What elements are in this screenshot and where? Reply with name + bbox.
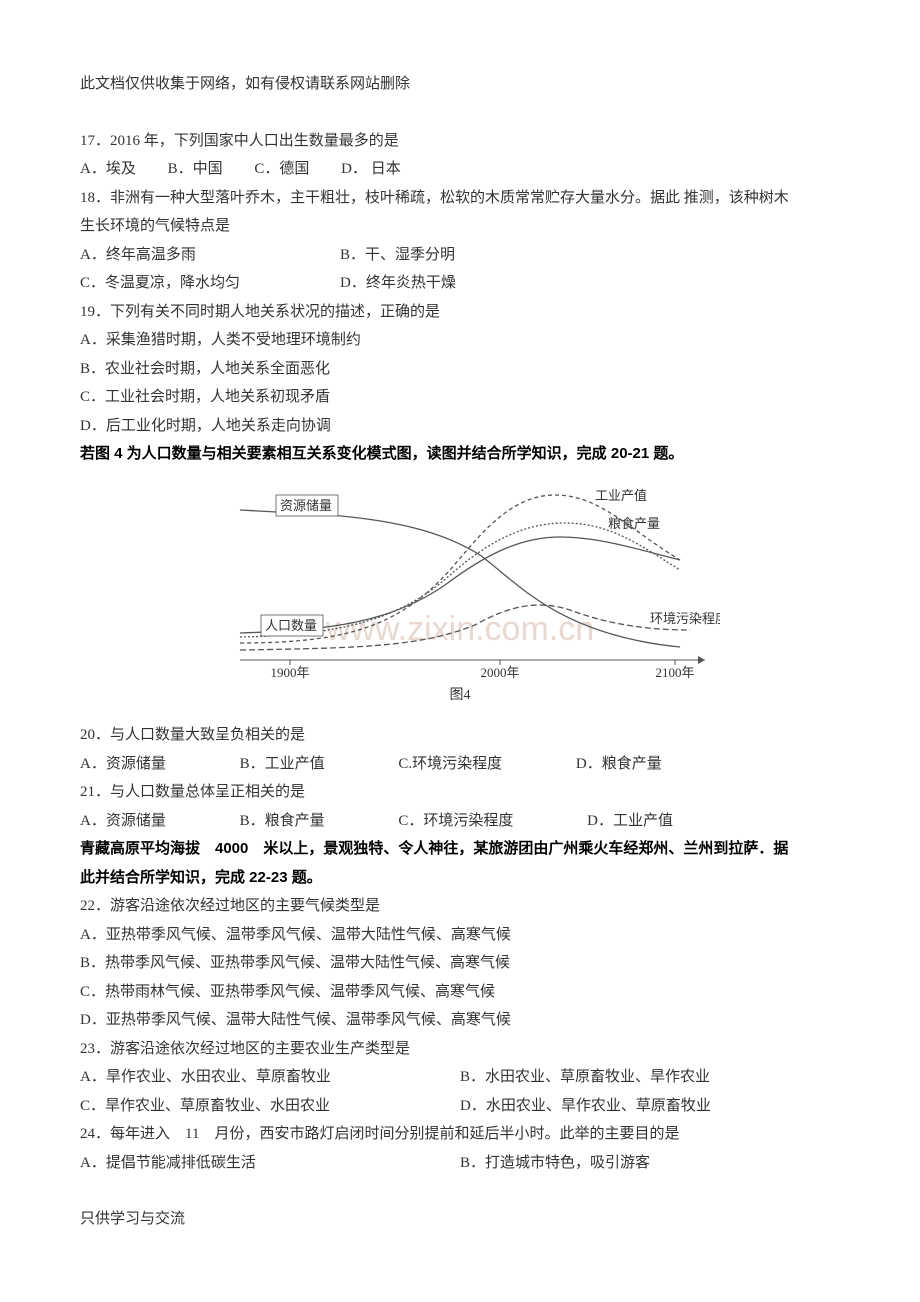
tibet-intro-line1: 青藏高原平均海拔 4000 米以上，景观独特、令人神往，某旅游团由广州乘火车经郑… xyxy=(80,835,840,864)
q19-opt-c: C．工业社会时期，人地关系初现矛盾 xyxy=(80,383,840,412)
q20-opt-b: B．工业产值 xyxy=(240,750,325,779)
footer-note: 只供学习与交流 xyxy=(80,1205,840,1234)
svg-text:环境污染程度: 环境污染程度 xyxy=(650,611,720,626)
svg-text:图4: 图4 xyxy=(450,688,471,703)
q21-stem: 21．与人口数量总体呈正相关的是 xyxy=(80,778,840,807)
q18-opt-a: A．终年高温多雨 xyxy=(80,241,340,270)
q17-stem: 17．2016 年，下列国家中人口出生数量最多的是 xyxy=(80,127,840,156)
q19-opt-d: D．后工业化时期，人地关系走向协调 xyxy=(80,412,840,441)
q17-opt-b: B．中国 xyxy=(168,155,223,184)
q22-opt-a: A．亚热带季风气候、温带季风气候、温带大陆性气候、高寒气候 xyxy=(80,921,840,950)
svg-text:2000年: 2000年 xyxy=(480,665,519,680)
figure4: www.zixin.com.cn 1900年 2000年 2100年 资源储量 工业产值粮… xyxy=(80,475,840,716)
q23-opt-c: C．旱作农业、草原畜牧业、水田农业 xyxy=(80,1092,460,1121)
q18-options: A．终年高温多雨 B．干、湿季分明 C．冬温夏凉，降水均匀 D．终年炎热干燥 xyxy=(80,241,840,298)
q22-stem: 22．游客沿途依次经过地区的主要气候类型是 xyxy=(80,892,840,921)
q17-options: A．埃及 B．中国 C．德国 D． 日本 xyxy=(80,155,840,184)
q22-opt-d: D．亚热带季风气候、温带大陆性气候、温带季风气候、高寒气候 xyxy=(80,1006,840,1035)
q21-opt-b: B．粮食产量 xyxy=(240,807,325,836)
svg-text:2100年: 2100年 xyxy=(655,665,694,680)
q20-stem: 20．与人口数量大致呈负相关的是 xyxy=(80,721,840,750)
q18-opt-d: D．终年炎热干燥 xyxy=(340,269,456,298)
q18-stem-line2: 生长环境的气候特点是 xyxy=(80,212,840,241)
q22-opt-b: B．热带季风气候、亚热带季风气候、温带大陆性气候、高寒气候 xyxy=(80,949,840,978)
q20-opt-d: D．粮食产量 xyxy=(576,750,662,779)
figure4-intro: 若图 4 为人口数量与相关要素相互关系变化模式图，读图并结合所学知识，完成 20… xyxy=(80,440,840,469)
q21-options: A．资源储量 B．粮食产量 C．环境污染程度 D．工业产值 xyxy=(80,807,840,836)
figure4-svg: www.zixin.com.cn 1900年 2000年 2100年 资源储量 工业产值粮… xyxy=(200,475,720,705)
q18-opt-b: B．干、湿季分明 xyxy=(340,241,455,270)
q24-opt-b: B．打造城市特色，吸引游客 xyxy=(460,1149,650,1178)
q18-opt-c: C．冬温夏凉，降水均匀 xyxy=(80,269,340,298)
q18-stem-line1: 18．非洲有一种大型落叶乔木，主干粗壮，枝叶稀疏，松软的木质常常贮存大量水分。据… xyxy=(80,184,840,213)
q23-stem: 23．游客沿途依次经过地区的主要农业生产类型是 xyxy=(80,1035,840,1064)
q20-opt-c: C.环境污染程度 xyxy=(398,750,502,779)
svg-text:资源储量: 资源储量 xyxy=(280,498,332,513)
q21-opt-a: A．资源储量 xyxy=(80,807,166,836)
svg-text:www.zixin.com.cn: www.zixin.com.cn xyxy=(325,610,594,648)
svg-text:1900年: 1900年 xyxy=(270,665,309,680)
q17-opt-c: C．德国 xyxy=(254,155,309,184)
q17-opt-d: D． 日本 xyxy=(341,155,401,184)
q20-opt-a: A．资源储量 xyxy=(80,750,166,779)
q19-stem: 19．下列有关不同时期人地关系状况的描述，正确的是 xyxy=(80,298,840,327)
svg-text:粮食产量: 粮食产量 xyxy=(608,516,660,531)
q21-opt-d: D．工业产值 xyxy=(587,807,673,836)
svg-text:人口数量: 人口数量 xyxy=(265,618,317,633)
q17-opt-a: A．埃及 xyxy=(80,155,136,184)
q24-stem: 24．每年进入 11 月份，西安市路灯启闭时间分别提前和延后半小时。此举的主要目… xyxy=(80,1120,840,1149)
q19-opt-a: A．采集渔猎时期，人类不受地理环境制约 xyxy=(80,326,840,355)
tibet-intro-line2: 此并结合所学知识，完成 22-23 题。 xyxy=(80,864,840,893)
q21-opt-c: C．环境污染程度 xyxy=(398,807,513,836)
q19-opt-b: B．农业社会时期，人地关系全面恶化 xyxy=(80,355,840,384)
header-note: 此文档仅供收集于网络，如有侵权请联系网站删除 xyxy=(80,70,840,99)
q23-opt-a: A．旱作农业、水田农业、草原畜牧业 xyxy=(80,1063,460,1092)
q23-opt-d: D．水田农业、旱作农业、草原畜牧业 xyxy=(460,1092,711,1121)
q23-opt-b: B．水田农业、草原畜牧业、旱作农业 xyxy=(460,1063,710,1092)
q22-opt-c: C．热带雨林气候、亚热带季风气候、温带季风气候、高寒气候 xyxy=(80,978,840,1007)
q24-opt-a: A．提倡节能减排低碳生活 xyxy=(80,1149,460,1178)
svg-text:工业产值: 工业产值 xyxy=(595,488,647,503)
q20-options: A．资源储量 B．工业产值 C.环境污染程度 D．粮食产量 xyxy=(80,750,840,779)
